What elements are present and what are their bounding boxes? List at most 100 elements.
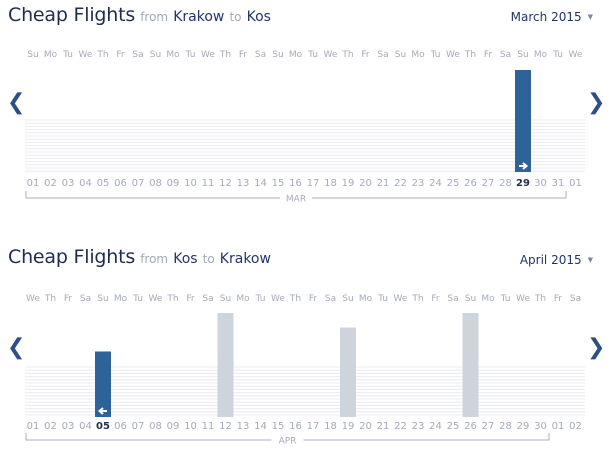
weekday-label: Mo: [481, 294, 495, 304]
arrow-right-icon: [519, 162, 529, 170]
weekday-label: Tu: [132, 294, 143, 304]
next-month-button[interactable]: ❯: [587, 92, 605, 114]
day-number[interactable]: 26: [464, 178, 477, 189]
next-month-button[interactable]: ❯: [587, 337, 605, 359]
day-number[interactable]: 17: [307, 178, 320, 189]
day-number[interactable]: 06: [114, 421, 127, 432]
arrow-left-icon: [97, 407, 107, 415]
day-number[interactable]: 05: [96, 421, 110, 432]
weekday-label: Fr: [186, 294, 195, 304]
day-number[interactable]: 14: [254, 178, 267, 189]
day-number[interactable]: 07: [132, 421, 145, 432]
grid-lines: [25, 366, 585, 416]
day-number[interactable]: 10: [184, 421, 197, 432]
day-number[interactable]: 08: [149, 178, 162, 189]
fare-bar[interactable]: [217, 313, 234, 417]
weekday-label: Mo: [236, 294, 250, 304]
weekday-label: Su: [517, 50, 528, 60]
day-number[interactable]: 24: [429, 421, 442, 432]
day-number[interactable]: 14: [254, 421, 267, 432]
day-number[interactable]: 15: [272, 178, 285, 189]
day-number[interactable]: 20: [359, 178, 372, 189]
day-number[interactable]: 13: [237, 178, 250, 189]
day-number[interactable]: 10: [184, 178, 197, 189]
chevron-right-icon: ❯: [587, 335, 606, 360]
day-number[interactable]: 27: [482, 421, 495, 432]
day-number[interactable]: 19: [342, 421, 355, 432]
day-number[interactable]: 16: [289, 178, 302, 189]
day-number[interactable]: 12: [219, 178, 232, 189]
day-number[interactable]: 13: [237, 421, 250, 432]
month-select-label: March 2015: [510, 10, 582, 24]
day-number[interactable]: 04: [79, 421, 92, 432]
day-number[interactable]: 02: [569, 421, 582, 432]
day-number[interactable]: 09: [167, 178, 180, 189]
weekday-label: Sa: [570, 294, 581, 304]
day-number[interactable]: 11: [202, 178, 215, 189]
day-number[interactable]: 01: [27, 421, 40, 432]
day-number[interactable]: 21: [377, 421, 390, 432]
day-number[interactable]: 18: [324, 178, 337, 189]
day-number[interactable]: 02: [44, 178, 57, 189]
day-number[interactable]: 28: [499, 421, 512, 432]
weekday-label: Tu: [185, 50, 196, 60]
day-number[interactable]: 15: [272, 421, 285, 432]
day-number[interactable]: 25: [447, 421, 460, 432]
day-number[interactable]: 24: [429, 178, 442, 189]
fare-bar[interactable]: [462, 313, 479, 417]
return-title: Cheap Flights from Kos to Krakow: [8, 246, 271, 268]
day-number[interactable]: 04: [79, 178, 92, 189]
day-number[interactable]: 01: [569, 178, 582, 189]
weekday-label: Th: [289, 294, 301, 304]
return-fare-chart: We Th Fr Sa Su Mo Tu We Th Fr Sa Su Mo Tu We Th Fr Sa Su Mo…: [25, 294, 585, 447]
weekday-label: Tu: [62, 50, 73, 60]
day-number[interactable]: 02: [44, 421, 57, 432]
day-number[interactable]: 03: [62, 421, 75, 432]
day-number[interactable]: 22: [394, 421, 407, 432]
day-number[interactable]: 09: [167, 421, 180, 432]
month-select[interactable]: March 2015 ▼: [511, 10, 593, 24]
day-number[interactable]: 07: [132, 178, 145, 189]
day-number[interactable]: 12: [219, 421, 232, 432]
day-number[interactable]: 29: [516, 178, 530, 189]
weekday-label: Su: [220, 294, 231, 304]
outbound-title: Cheap Flights from Krakow to Kos: [8, 4, 271, 26]
day-number[interactable]: 16: [289, 421, 302, 432]
day-number[interactable]: 11: [202, 421, 215, 432]
day-number[interactable]: 06: [114, 178, 127, 189]
day-number[interactable]: 26: [464, 421, 477, 432]
prev-month-button[interactable]: ❮: [7, 337, 25, 359]
day-number[interactable]: 03: [62, 178, 75, 189]
day-number[interactable]: 29: [517, 421, 530, 432]
day-number[interactable]: 18: [324, 421, 337, 432]
weekday-label: Fr: [309, 294, 318, 304]
day-number[interactable]: 17: [307, 421, 320, 432]
day-number[interactable]: 19: [342, 178, 355, 189]
day-number[interactable]: 20: [359, 421, 372, 432]
weekday-label: Sa: [325, 294, 336, 304]
selected-fare-bar[interactable]: [95, 351, 111, 417]
day-number[interactable]: 01: [552, 421, 565, 432]
day-number[interactable]: 21: [377, 178, 390, 189]
day-number[interactable]: 23: [412, 421, 425, 432]
chevron-left-icon: ❮: [7, 90, 26, 115]
day-number[interactable]: 31: [552, 178, 565, 189]
weekday-label: Fr: [484, 50, 493, 60]
selected-fare-bar[interactable]: [515, 70, 531, 172]
day-number[interactable]: 08: [149, 421, 162, 432]
fare-bar[interactable]: [340, 327, 356, 417]
day-number[interactable]: 25: [447, 178, 460, 189]
month-select[interactable]: April 2015 ▼: [520, 253, 593, 267]
day-number[interactable]: 28: [499, 178, 512, 189]
month-bracket: [25, 191, 567, 203]
day-number[interactable]: 01: [27, 178, 40, 189]
day-number[interactable]: 05: [97, 178, 110, 189]
day-number[interactable]: 30: [534, 421, 547, 432]
weekday-label: Sa: [447, 294, 458, 304]
day-number[interactable]: 27: [482, 178, 495, 189]
prev-month-button[interactable]: ❮: [7, 92, 25, 114]
day-number[interactable]: 22: [394, 178, 407, 189]
to-city: Kos: [246, 9, 271, 25]
day-number[interactable]: 30: [534, 178, 547, 189]
day-number[interactable]: 23: [412, 178, 425, 189]
